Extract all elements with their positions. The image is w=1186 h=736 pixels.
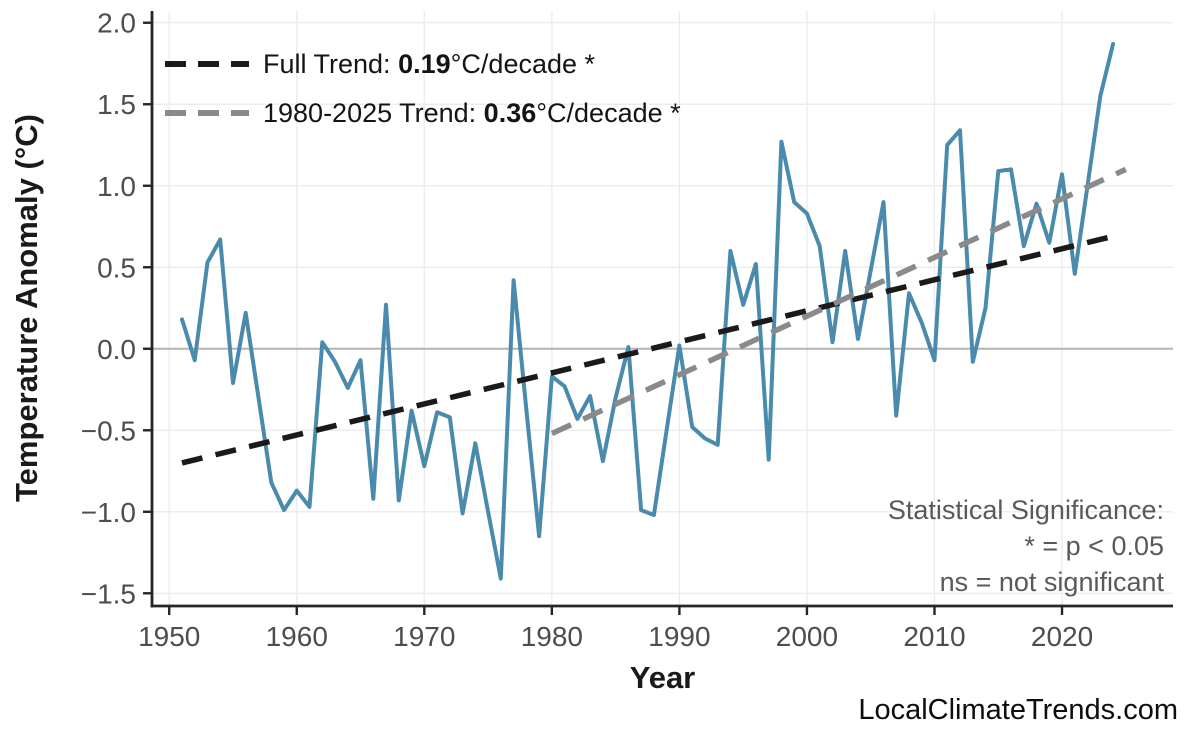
legend-1980-trend-value: 0.36 xyxy=(483,97,537,128)
legend-1980-trend-prefix: 1980-2025 Trend: xyxy=(263,97,484,128)
y-tick-label: 1.0 xyxy=(97,171,136,202)
y-tick-label: −0.5 xyxy=(81,415,136,446)
full-trend-line xyxy=(181,233,1114,466)
chart-legend: Full Trend: 0.19°C/decade * 1980-2025 Tr… xyxy=(165,44,681,142)
significance-note: Statistical Significance: * = p < 0.05 n… xyxy=(888,492,1164,600)
x-tick-label: 2010 xyxy=(903,621,965,652)
y-tick-label: 2.0 xyxy=(97,8,136,39)
legend-item-1980-2025-trend: 1980-2025 Trend: 0.36°C/decade * xyxy=(165,93,681,133)
trend-1980-2025-line xyxy=(550,166,1127,436)
trend-1980-dash-swatch xyxy=(165,110,249,116)
y-tick-label: −1.5 xyxy=(81,578,136,609)
full-trend-dash-swatch xyxy=(165,61,249,67)
x-tick-label: 1960 xyxy=(266,621,328,652)
legend-full-trend-suffix: °C/decade * xyxy=(450,48,596,79)
x-tick-label: 1980 xyxy=(521,621,583,652)
x-tick-label: 1970 xyxy=(393,621,455,652)
x-tick-label: 1990 xyxy=(648,621,710,652)
annual-temperature-anomaly-line xyxy=(180,41,1116,581)
watermark: LocalClimateTrends.com xyxy=(858,694,1178,726)
x-tick-label: 2020 xyxy=(1031,621,1093,652)
x-tick-label: 1950 xyxy=(138,621,200,652)
legend-full-trend-prefix: Full Trend: xyxy=(263,48,399,79)
significance-note-title: Statistical Significance: xyxy=(887,495,1164,525)
legend-item-full-trend: Full Trend: 0.19°C/decade * xyxy=(165,44,681,84)
significance-note-p-value: * = p < 0.05 xyxy=(1024,531,1164,561)
x-axis-label: Year xyxy=(629,660,696,695)
legend-label-1980-2025-trend: 1980-2025 Trend: 0.36°C/decade * xyxy=(263,98,681,129)
legend-1980-trend-suffix: °C/decade * xyxy=(536,97,681,128)
x-tick-label: 2000 xyxy=(776,621,838,652)
legend-label-full-trend: Full Trend: 0.19°C/decade * xyxy=(263,49,595,80)
y-tick-label: −1.0 xyxy=(81,497,136,528)
y-axis-label: Temperature Anomaly (°C) xyxy=(9,114,44,502)
y-tick-label: 1.5 xyxy=(97,89,136,120)
y-tick-label: 0.5 xyxy=(97,252,136,283)
legend-full-trend-value: 0.19 xyxy=(398,48,451,79)
y-tick-label: 0.0 xyxy=(97,334,136,365)
significance-note-ns: ns = not significant xyxy=(939,567,1164,597)
